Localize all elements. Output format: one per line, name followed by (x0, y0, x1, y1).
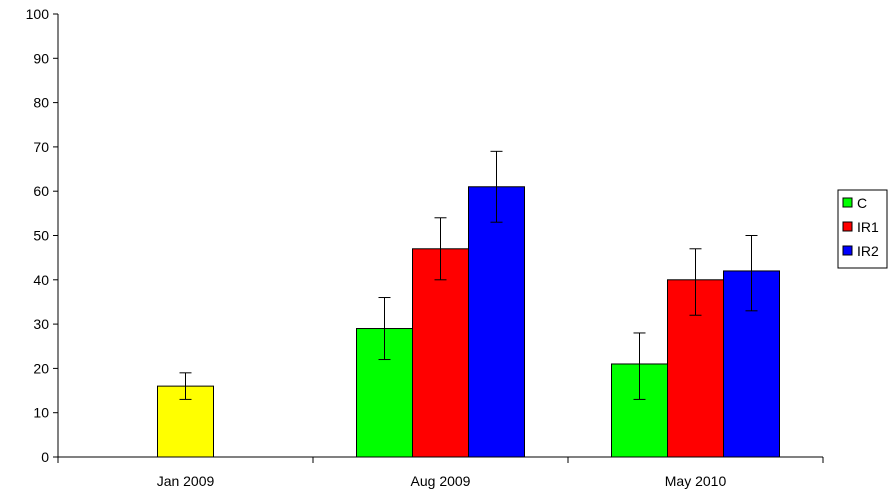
y-tick-label: 30 (33, 316, 49, 332)
bar (412, 248, 469, 458)
legend-swatch (842, 197, 853, 208)
bar (611, 363, 668, 458)
y-tick-label: 20 (33, 360, 49, 376)
x-category-label: May 2010 (665, 473, 727, 489)
legend-swatch (842, 221, 853, 232)
legend: C IR1 IR2 (837, 189, 888, 269)
legend-label: IR1 (857, 219, 879, 235)
y-tick-label: 80 (33, 95, 49, 111)
y-tick-label: 10 (33, 405, 49, 421)
legend-label: IR2 (857, 243, 879, 259)
y-tick-label: 50 (33, 228, 49, 244)
error-bars (179, 150, 758, 400)
axes: 0 10 20 30 40 50 60 70 80 90 100 Jan 2009 Aug 2009 M… (26, 6, 824, 489)
bars (157, 186, 780, 458)
y-tick-label: 60 (33, 183, 49, 199)
y-tick-label: 90 (33, 50, 49, 66)
x-ticks: Jan 2009 Aug 2009 May 2010 (57, 457, 824, 489)
y-ticks: 0 10 20 30 40 50 60 70 80 90 100 (26, 6, 58, 465)
bar (468, 186, 525, 458)
y-tick-label: 100 (26, 6, 50, 22)
x-category-label: Aug 2009 (411, 473, 471, 489)
y-tick-label: 0 (41, 449, 49, 465)
x-category-label: Jan 2009 (157, 473, 215, 489)
y-tick-label: 70 (33, 139, 49, 155)
legend-label: C (857, 195, 867, 211)
y-tick-label: 40 (33, 272, 49, 288)
legend-swatch (842, 245, 853, 256)
